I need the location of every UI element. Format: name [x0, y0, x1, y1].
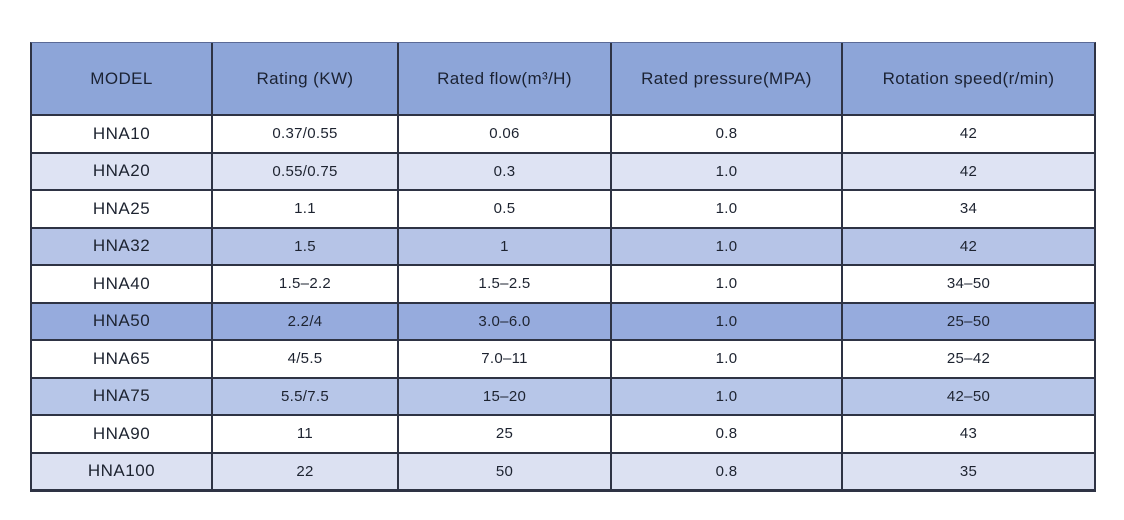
- table-row: HNA75 5.5/7.5 15–20 1.0 42–50: [32, 376, 1094, 414]
- cell-rating: 0.55/0.75: [213, 153, 399, 189]
- cell-rotation-speed: 42: [959, 162, 978, 180]
- cell-rating: 11: [213, 416, 399, 452]
- cell-model: HNA32: [32, 228, 213, 264]
- pump-spec-table: MODEL Rating (KW) Rated flow(m³/H) Rated…: [30, 42, 1096, 492]
- cell-rated-flow: 1: [399, 228, 612, 264]
- cell-model: HNA50: [32, 303, 213, 339]
- column-header-rating: Rating (KW): [213, 43, 399, 114]
- cell-model: HNA25: [32, 191, 213, 227]
- cell-rated-flow: 25: [399, 416, 612, 452]
- cell-rotation-speed: 42: [959, 237, 978, 255]
- cell-model: HNA90: [32, 416, 213, 452]
- cell-rotation-speed: 42–50: [946, 387, 991, 405]
- cell-rating: 1.5–2.2: [213, 266, 399, 302]
- cell-rated-flow: 7.0–11: [399, 341, 612, 377]
- cell-model: HNA100: [32, 453, 213, 489]
- table-row: HNA32 1.5 1 1.0 42: [32, 226, 1094, 264]
- cell-rated-flow: 15–20: [399, 378, 612, 414]
- cell-rating: 4/5.5: [213, 341, 399, 377]
- cell-rating: 1.5: [213, 228, 399, 264]
- table-row: HNA25 1.1 0.5 1.0 34: [32, 189, 1094, 227]
- cell-model: HNA40: [32, 266, 213, 302]
- table-header-row: MODEL Rating (KW) Rated flow(m³/H) Rated…: [32, 43, 1094, 114]
- cell-rating: 5.5/7.5: [213, 378, 399, 414]
- cell-rating: 22: [213, 453, 399, 489]
- cell-rotation-speed: 43: [959, 425, 978, 443]
- table-row: HNA40 1.5–2.2 1.5–2.5 1.0 34–50: [32, 264, 1094, 302]
- cell-rated-flow: 0.5: [399, 191, 612, 227]
- cell-rated-pressure: 0.8: [612, 116, 843, 152]
- cell-model: HNA10: [32, 116, 213, 152]
- column-header-rotation-speed: Rotation speed(r/min): [882, 68, 1055, 88]
- cell-rotation-speed: 25–42: [946, 350, 991, 368]
- cell-rated-pressure: 1.0: [612, 191, 843, 227]
- cell-rating: 0.37/0.55: [213, 116, 399, 152]
- table-row: HNA10 0.37/0.55 0.06 0.8 42: [32, 114, 1094, 152]
- cell-rotation-speed: 35: [959, 462, 978, 480]
- column-header-rated-flow: Rated flow(m³/H): [399, 43, 612, 114]
- cell-rated-pressure: 0.8: [612, 453, 843, 489]
- cell-rated-pressure: 1.0: [612, 228, 843, 264]
- cell-rotation-speed: 34–50: [946, 275, 991, 293]
- table-row: HNA20 0.55/0.75 0.3 1.0 42: [32, 151, 1094, 189]
- table-row: HNA100 22 50 0.8 35: [32, 451, 1094, 489]
- cell-model: HNA65: [32, 341, 213, 377]
- table-row: HNA65 4/5.5 7.0–11 1.0 25–42: [32, 339, 1094, 377]
- cell-rated-flow: 0.3: [399, 153, 612, 189]
- cell-model: HNA20: [32, 153, 213, 189]
- table-row: HNA50 2.2/4 3.0–6.0 1.0 25–50: [32, 301, 1094, 339]
- cell-rotation-speed: 42: [959, 125, 978, 143]
- cell-model: HNA75: [32, 378, 213, 414]
- cell-rated-flow: 50: [399, 453, 612, 489]
- cell-rated-flow: 3.0–6.0: [399, 303, 612, 339]
- cell-rotation-speed: 25–50: [946, 312, 991, 330]
- cell-rated-flow: 1.5–2.5: [399, 266, 612, 302]
- column-header-model: MODEL: [32, 43, 213, 114]
- cell-rated-pressure: 1.0: [612, 303, 843, 339]
- cell-rated-pressure: 1.0: [612, 378, 843, 414]
- cell-rated-flow: 0.06: [399, 116, 612, 152]
- cell-rotation-speed: 34: [959, 200, 978, 218]
- cell-rating: 1.1: [213, 191, 399, 227]
- cell-rating: 2.2/4: [213, 303, 399, 339]
- table-row: HNA90 11 25 0.8 43: [32, 414, 1094, 452]
- column-header-rated-pressure: Rated pressure(MPA): [612, 43, 843, 114]
- cell-rated-pressure: 1.0: [612, 266, 843, 302]
- cell-rated-pressure: 1.0: [612, 153, 843, 189]
- cell-rated-pressure: 1.0: [612, 341, 843, 377]
- cell-rated-pressure: 0.8: [612, 416, 843, 452]
